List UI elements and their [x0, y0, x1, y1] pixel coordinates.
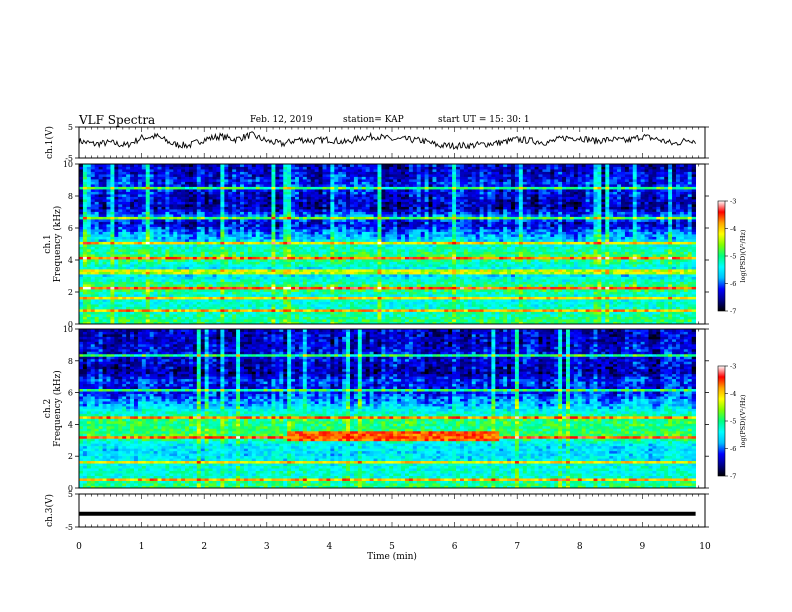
ch1-spectrogram-ytick-label: 8	[68, 192, 73, 201]
xtick-label: 10	[699, 542, 711, 552]
ch2-spectrogram-colorbar-tick-label: -4	[730, 390, 736, 398]
ch1-spectrogram-ytick-label: 2	[68, 288, 73, 297]
xtick-label: 4	[327, 542, 333, 552]
ch1-spectrogram-ytick-label: 6	[68, 224, 73, 233]
ch2-spectrogram-colorbar-label: log(PSD)(V²/Hz)	[739, 394, 747, 447]
ch2-spectrogram-colorbar-tick-label: -7	[730, 473, 736, 481]
ch2-spectrogram-ytick-label: 4	[68, 420, 73, 429]
ch1-waveform-line	[79, 132, 696, 149]
ch1-spectrogram-cells	[79, 164, 696, 324]
xtick-label: 7	[514, 542, 520, 552]
ch1-spectrogram-colorbar-tick-label: -3	[730, 198, 736, 206]
xtick-label: 1	[139, 542, 145, 552]
ch1-waveform-ylabel: ch.1(V)	[44, 126, 55, 159]
ch2-spectrogram-colorbar-tick-label: -3	[730, 363, 736, 371]
xtick-label: 0	[76, 542, 82, 552]
ch3-signal-ylabel: ch.3(V)	[44, 494, 55, 527]
ch1-spectrogram-colorbar-tick-label: -4	[730, 225, 736, 233]
ch2-spectrogram-ylabel: Frequency (kHz)	[52, 370, 63, 447]
xtick-label: 9	[640, 542, 646, 552]
ch2-spectrogram-ytick-label: 2	[68, 452, 73, 461]
ch2-spectrogram-ytick-label: 6	[68, 389, 73, 398]
ch1-waveform-ytick-label: 5	[68, 123, 73, 132]
ch2-spectrogram-ylabel-channel: ch.2	[43, 399, 53, 418]
ch1-spectrogram-ylabel: Frequency (kHz)	[52, 206, 63, 283]
ch3-signal-ytick-label: -5	[65, 523, 73, 532]
xtick-label: 3	[264, 542, 270, 552]
ch1-spectrogram-colorbar-tick-label: -6	[730, 280, 736, 288]
ch2-spectrogram-colorbar	[718, 366, 725, 476]
xtick-label: 2	[201, 542, 207, 552]
ch2-spectrogram-cells	[79, 329, 696, 488]
ch1-spectrogram-colorbar	[718, 201, 725, 311]
ch2-spectrogram-colorbar-tick-label: -5	[730, 418, 736, 426]
ch1-spectrogram-ytick-label: 4	[68, 256, 73, 265]
ch2-spectrogram-ytick-label: 10	[63, 325, 73, 334]
ch1-spectrogram-ytick-label: 10	[63, 160, 73, 169]
xtick-label: 8	[577, 542, 583, 552]
ch1-spectrogram-colorbar-tick-label: -5	[730, 253, 736, 261]
ch2-spectrogram-colorbar-tick-label: -6	[730, 445, 736, 453]
vlf-figure: 5-5ch.1(V)0246810ch.1 Frequency (kHz)0246…	[0, 0, 792, 612]
ch1-spectrogram-colorbar-tick-label: -7	[730, 308, 736, 316]
ch3-signal-ytick-label: 5	[68, 490, 73, 499]
xtick-label: 6	[452, 542, 458, 552]
xtick-label: 5	[389, 542, 395, 552]
ch2-spectrogram-ytick-label: 8	[68, 357, 73, 366]
ch1-spectrogram-ylabel-channel: ch.1	[43, 234, 53, 253]
xaxis-label: Time (min)	[367, 551, 417, 562]
ch1-spectrogram-colorbar-label: log(PSD)(V²/Hz)	[739, 229, 747, 282]
